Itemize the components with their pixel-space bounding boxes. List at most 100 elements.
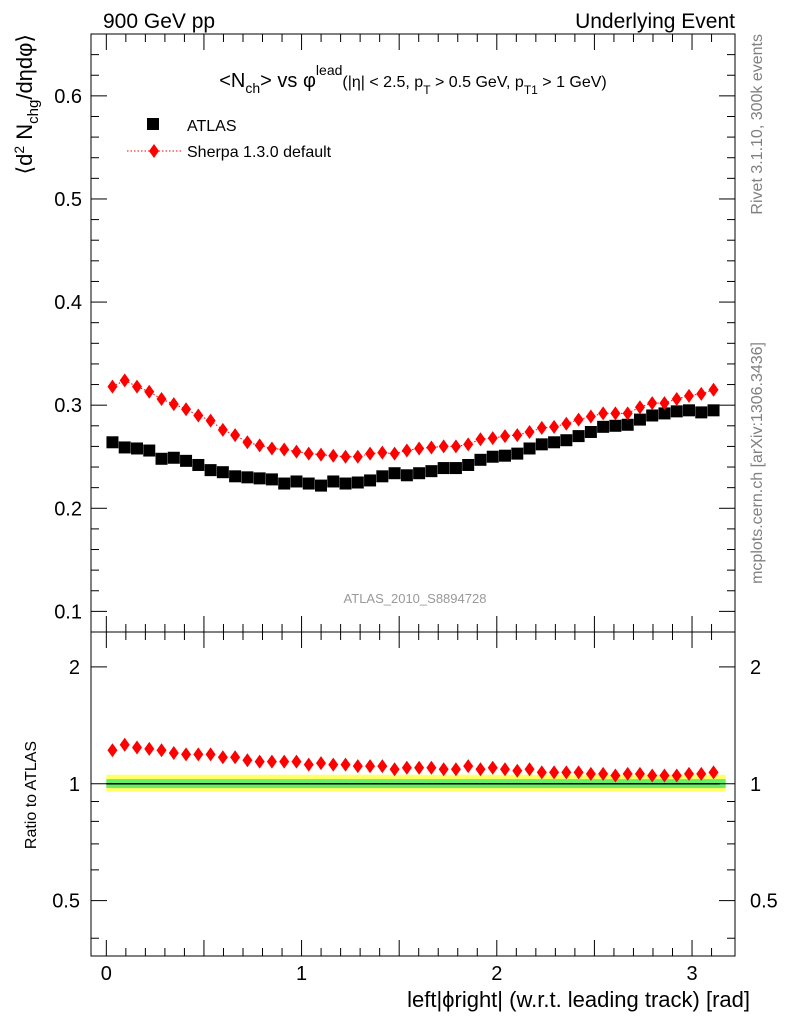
ratio-point [647, 768, 658, 783]
ratio-point [119, 737, 130, 752]
sherpa-point [671, 391, 682, 406]
ratio-point [524, 762, 535, 777]
atlas-point [621, 418, 634, 431]
atlas-point [683, 404, 696, 417]
atlas-point [327, 475, 340, 488]
ratio-point [487, 760, 498, 775]
sherpa-point [340, 449, 351, 464]
main-y-tick-label: 0.1 [54, 601, 82, 623]
ratio-point [622, 766, 633, 781]
atlas-point [167, 451, 180, 464]
main-axis-ticks [91, 33, 735, 633]
sherpa-point [610, 406, 621, 421]
main-data-series [106, 373, 720, 492]
analysis-watermark: ATLAS_2010_S8894728 [344, 591, 487, 606]
ratio-y-tick-label: 2 [69, 657, 80, 679]
sherpa-point [573, 412, 584, 427]
main-y-tick-label: 0.2 [54, 498, 82, 520]
atlas-point [658, 407, 671, 420]
sherpa-point [622, 406, 633, 421]
sherpa-point [303, 446, 314, 461]
atlas-point [364, 474, 377, 487]
legend-atlas-label: ATLAS [187, 118, 237, 135]
collision-label: 900 GeV pp [103, 10, 215, 33]
ratio-point [377, 759, 388, 774]
atlas-point [253, 472, 266, 485]
ratio-point [266, 754, 277, 769]
sherpa-point [598, 406, 609, 421]
atlas-point [462, 458, 475, 471]
atlas-point [511, 447, 524, 460]
ratio-point [414, 760, 425, 775]
atlas-point [278, 477, 291, 490]
ratio-point [254, 754, 265, 769]
sherpa-point [230, 428, 241, 443]
ratio-point [340, 757, 351, 772]
sherpa-point [266, 441, 277, 456]
x-axis-label: left|ϕright| (w.r.t. leading track) [rad… [407, 987, 750, 1012]
atlas-point [315, 479, 328, 492]
main-y-tick-labels: 0.1 0.2 0.3 0.4 0.5 0.6 [54, 86, 82, 624]
sherpa-point [401, 443, 412, 458]
atlas-point [572, 430, 585, 443]
ratio-y-tick-label: 1 [69, 774, 80, 796]
atlas-point [290, 475, 303, 488]
atlas-point [376, 470, 389, 483]
ratio-y-tick-labels: 0.5 0.5 1 1 2 2 [52, 657, 778, 913]
sherpa-point [463, 437, 474, 452]
sherpa-point [450, 439, 461, 454]
sherpa-point [144, 384, 155, 399]
sherpa-point [426, 440, 437, 455]
legend-sherpa-marker [149, 144, 159, 158]
legend: ATLAS Sherpa 1.3.0 default [127, 118, 332, 161]
atlas-point [143, 444, 156, 457]
ratio-point [205, 747, 216, 762]
sherpa-point [684, 388, 695, 403]
atlas-point [449, 462, 462, 475]
atlas-point [535, 438, 548, 451]
sherpa-point [512, 428, 523, 443]
main-title: <Nch> vs φlead(|η| < 2.5, pT > 0.5 GeV, … [219, 62, 607, 97]
atlas-point [486, 450, 499, 463]
atlas-point [670, 405, 683, 418]
x-tick-label: 3 [686, 963, 697, 985]
ratio-point [561, 765, 572, 780]
sherpa-point [119, 373, 130, 388]
ratio-point [389, 762, 400, 777]
sherpa-point [156, 391, 167, 406]
main-y-tick-label: 0.4 [54, 292, 82, 314]
x-tick-labels: 0 1 2 3 [101, 963, 698, 985]
ratio-point [499, 762, 510, 777]
main-y-tick-label: 0.5 [54, 189, 82, 211]
ratio-point [328, 757, 339, 772]
ratio-point [242, 753, 253, 768]
atlas-point [241, 471, 254, 484]
atlas-point [155, 452, 168, 465]
sherpa-point [536, 420, 547, 435]
ratio-point [598, 766, 609, 781]
sherpa-line [112, 379, 714, 458]
sherpa-point [438, 439, 449, 454]
sherpa-point [328, 448, 339, 463]
sherpa-point [389, 446, 400, 461]
ratio-point [684, 766, 695, 781]
sherpa-point [475, 432, 486, 447]
sherpa-point [696, 386, 707, 401]
ratio-point [144, 741, 155, 756]
ratio-point [107, 743, 118, 758]
sherpa-point [549, 419, 560, 434]
ratio-point [549, 765, 560, 780]
sherpa-point [254, 438, 265, 453]
ratio-point [217, 750, 228, 765]
atlas-point [609, 419, 622, 432]
ratio-point [585, 766, 596, 781]
ratio-panel-frame [90, 631, 736, 957]
ratio-point [450, 762, 461, 777]
ratio-axis-ticks [91, 632, 735, 956]
ratio-point [708, 765, 719, 780]
ratio-point [475, 762, 486, 777]
atlas-point [388, 467, 401, 480]
atlas-point [106, 436, 119, 449]
sherpa-point [217, 422, 228, 437]
